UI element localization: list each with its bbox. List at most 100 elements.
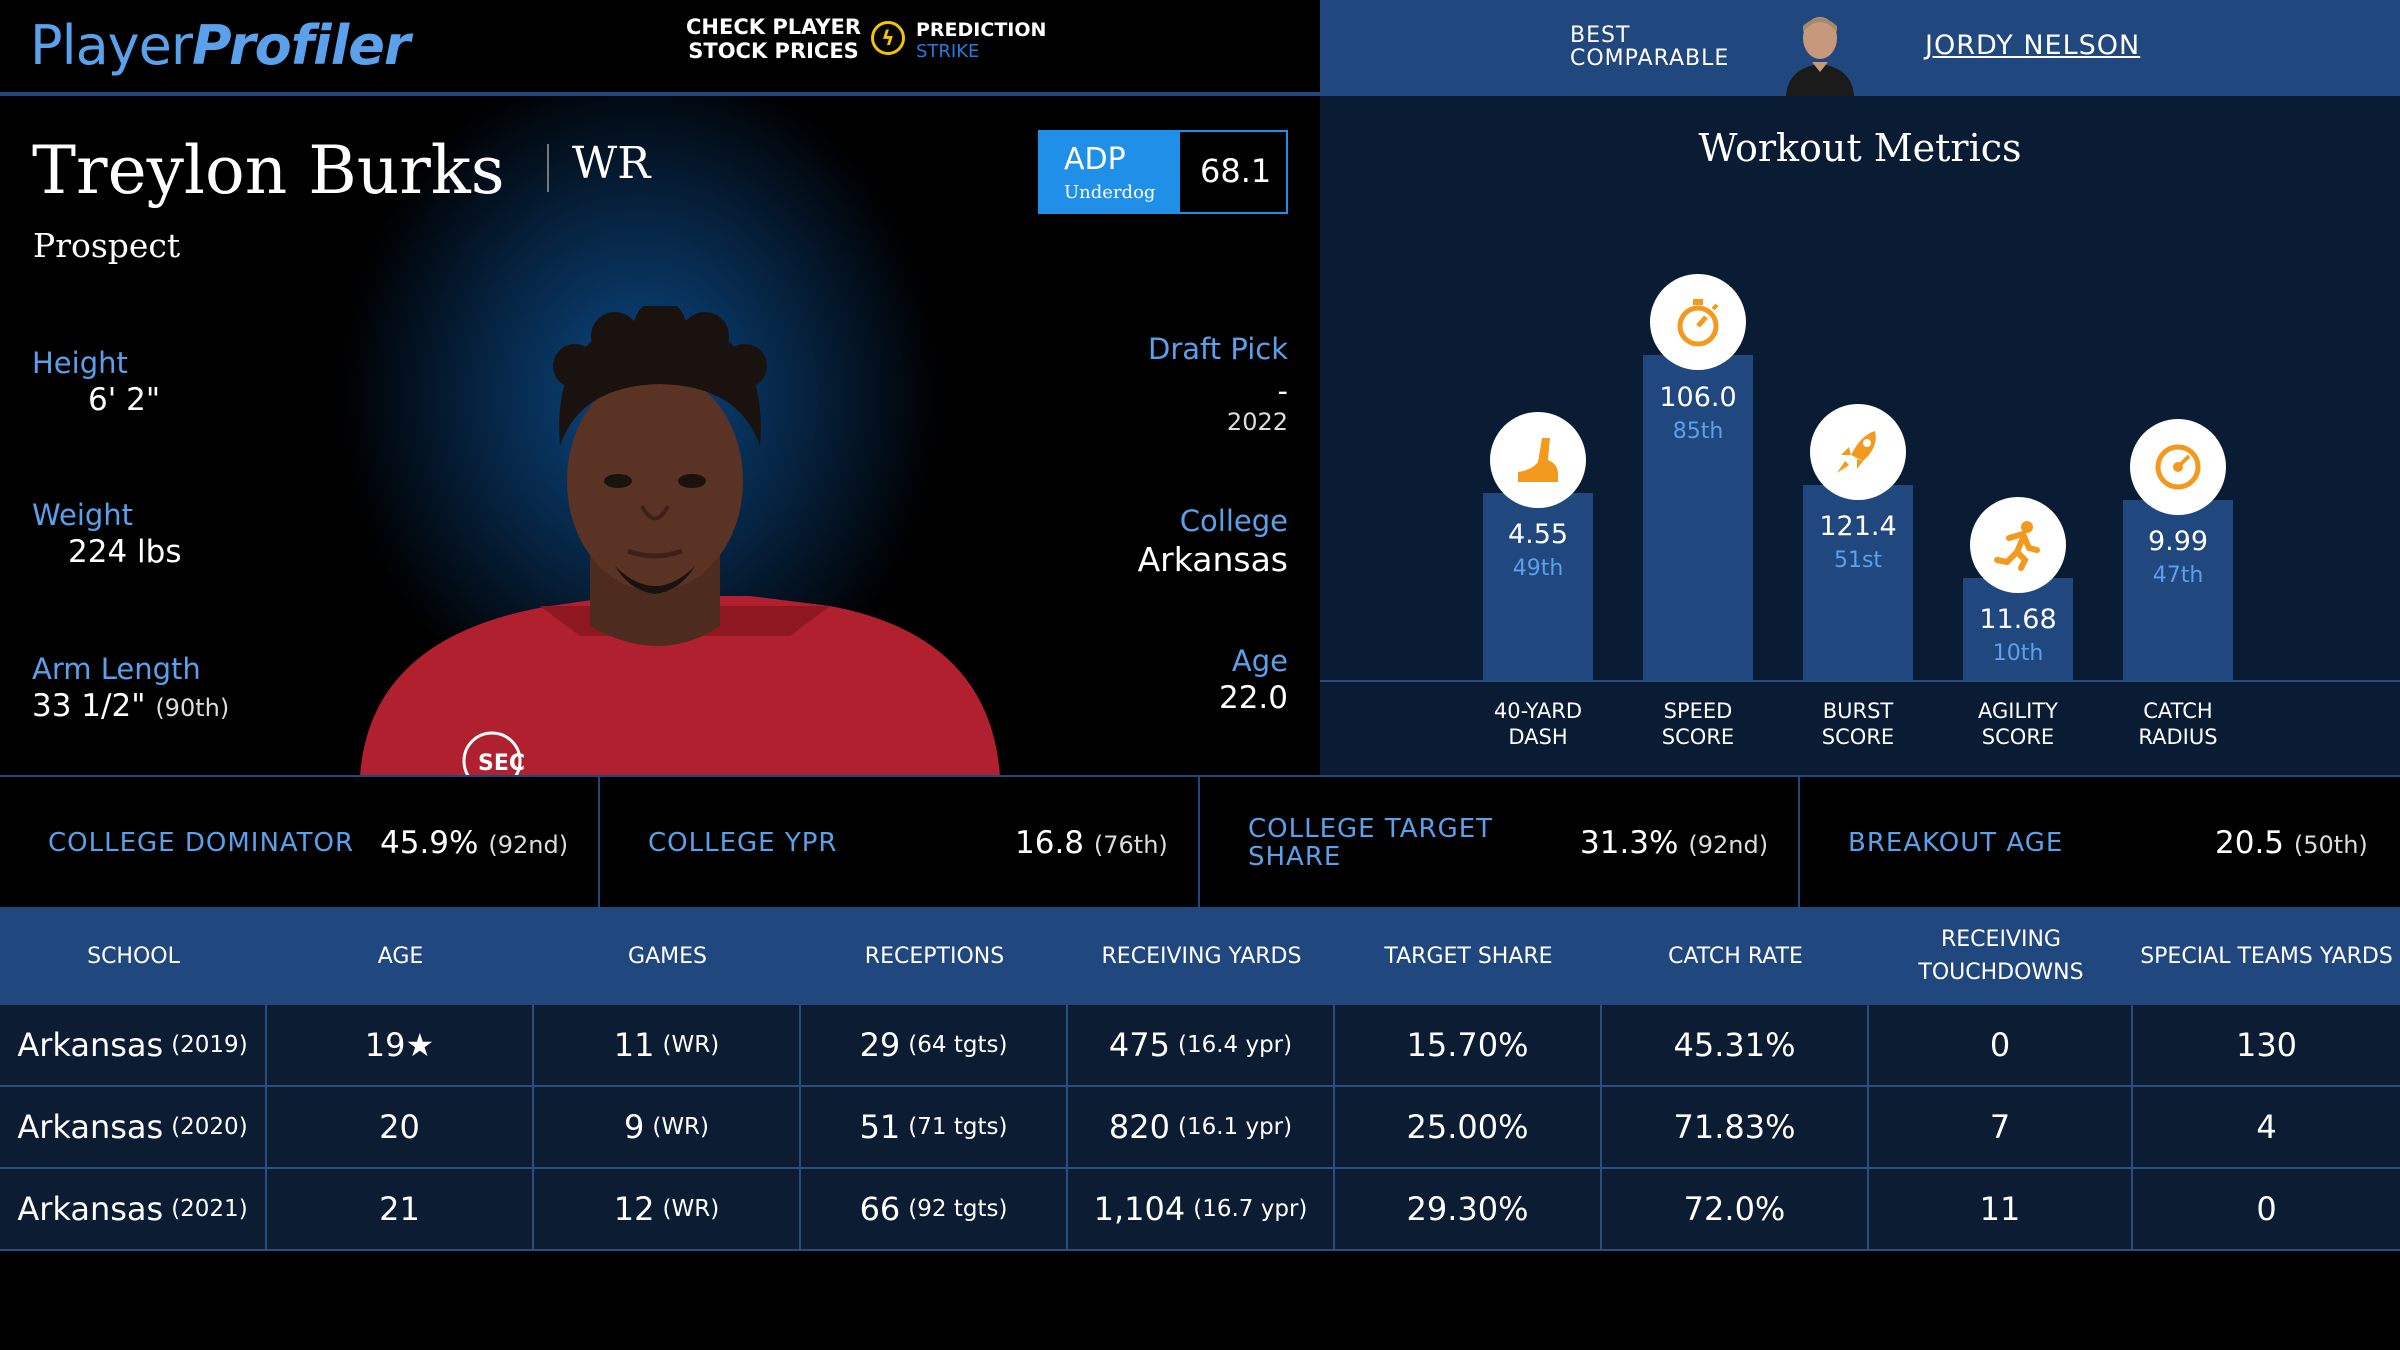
cell-receiving-yards: 820 (16.1 ypr) xyxy=(1068,1087,1335,1167)
table-header-age: AGE xyxy=(377,943,424,969)
cell-catch-rate-value: 72.0% xyxy=(1683,1190,1786,1228)
cell-school: Arkansas (2021) xyxy=(0,1169,267,1249)
player-headshot: SEC xyxy=(360,306,1000,791)
cell-receiving-touchdowns: 0 xyxy=(1869,1005,2133,1085)
metric-college-ypr-label: COLLEGE YPR xyxy=(648,828,838,858)
workout-value-speed-score: 106.0 xyxy=(1659,382,1737,413)
cell-age-value: 20 xyxy=(379,1108,420,1146)
cell-receptions-value: 66 xyxy=(859,1190,901,1228)
workout-percentile-speed-score: 85th xyxy=(1672,419,1724,444)
table-header-receiving-touchdowns-line2: TOUCHDOWNS xyxy=(1918,960,2084,985)
metric-breakout-age-percentile: (50th) xyxy=(2293,831,2368,859)
table-header-catch-rate: CATCH RATE xyxy=(1668,943,1803,969)
cell-school-detail: (2021) xyxy=(171,1196,248,1222)
cell-target-share: 29.30% xyxy=(1335,1169,1602,1249)
promo-brand-line2: STRIKE xyxy=(916,41,980,62)
cell-receiving-yards-value: 1,104 xyxy=(1093,1190,1186,1228)
metric-breakout-age: BREAKOUT AGE 20.5 (50th) xyxy=(1800,777,2400,909)
table-header-receiving-touchdowns-line1: RECEIVING xyxy=(1941,927,2061,952)
cell-games-detail: (WR) xyxy=(662,1196,720,1222)
workout-metrics-title: Workout Metrics xyxy=(1698,126,2022,170)
player-name: Treylon Burks xyxy=(32,132,505,209)
cell-receiving-touchdowns-value: 7 xyxy=(1989,1108,2011,1146)
draft-year: 2022 xyxy=(1226,408,1288,436)
college-value: Arkansas xyxy=(1137,540,1288,579)
draft-pick-label: Draft Pick xyxy=(1148,332,1288,366)
prediction-strike-promo[interactable]: CHECK PLAYER STOCK PRICES ϟ PREDICTION S… xyxy=(686,15,1046,75)
metric-college-dominator-value: 45.9% (92nd) xyxy=(380,825,568,861)
arm-length-label: Arm Length xyxy=(32,652,201,686)
cell-receptions: 51 (71 tgts) xyxy=(801,1087,1068,1167)
cell-school-detail: (2019) xyxy=(171,1032,248,1058)
workout-label-speed-score: SPEED SCORE xyxy=(1618,698,1778,750)
cell-special-teams-yards-value: 0 xyxy=(2256,1190,2277,1228)
cell-school-detail: (2020) xyxy=(171,1114,248,1140)
cell-age-value: 19★ xyxy=(364,1026,435,1064)
cell-target-share-value: 15.70% xyxy=(1406,1026,1529,1064)
promo-check-line1: CHECK PLAYER xyxy=(686,15,862,39)
height-value: 6' 2" xyxy=(88,382,161,418)
target-icon xyxy=(2130,419,2226,515)
cell-catch-rate: 45.31% xyxy=(1602,1005,1869,1085)
metric-college-ypr-value: 16.8 (76th) xyxy=(1015,825,1168,861)
metric-college-target-share-percentile: (92nd) xyxy=(1688,831,1769,859)
table-header-receptions: RECEPTIONS xyxy=(864,943,1005,969)
best-comparable-banner: BEST COMPARABLE JORDY NELSON xyxy=(1320,0,2400,96)
adp-badge[interactable]: ADP Underdog 68.1 xyxy=(1038,130,1288,214)
workout-value-agility-score: 11.68 xyxy=(1979,604,2057,635)
cell-games: 9 (WR) xyxy=(534,1087,801,1167)
workout-label-speed-score-line1: SPEED xyxy=(1663,699,1733,723)
player-hero: Treylon Burks WR Prospect ADP Underdog 6… xyxy=(0,92,1320,791)
cell-receiving-yards-detail: (16.1 ypr) xyxy=(1177,1114,1293,1140)
cell-games-value: 11 xyxy=(613,1026,655,1064)
cell-receiving-yards-value: 820 xyxy=(1108,1108,1170,1146)
workout-label-agility-score: AGILITY SCORE xyxy=(1938,698,2098,750)
cell-target-share-value: 25.00% xyxy=(1406,1108,1529,1146)
promo-check-line2: STOCK PRICES xyxy=(688,39,859,63)
cell-receiving-yards: 1,104 (16.7 ypr) xyxy=(1068,1169,1335,1249)
workout-value-40-yard-dash: 4.55 xyxy=(1507,519,1569,550)
cell-catch-rate-value: 71.83% xyxy=(1673,1108,1796,1146)
workout-bar-catch-radius xyxy=(2123,500,2233,680)
shoe-icon xyxy=(1490,412,1586,508)
metric-college-dominator: COLLEGE DOMINATOR 45.9% (92nd) xyxy=(0,777,600,909)
comparable-player-photo xyxy=(1786,17,1854,96)
cell-age: 21 xyxy=(267,1169,534,1249)
table-row: Arkansas (2020) 20 9 (WR) 51 (71 tgts) 820 (16.1… xyxy=(0,1087,2400,1169)
cell-receptions-detail: (92 tgts) xyxy=(908,1196,1008,1222)
cell-receiving-yards-value: 475 xyxy=(1108,1026,1170,1064)
player-status: Prospect xyxy=(33,226,181,265)
cell-school: Arkansas (2019) xyxy=(0,1005,267,1085)
name-divider xyxy=(547,144,549,192)
cell-receiving-yards-detail: (16.7 ypr) xyxy=(1193,1196,1308,1222)
table-header-receiving-yards: RECEIVING YARDS xyxy=(1101,943,1302,969)
cell-age: 20 xyxy=(267,1087,534,1167)
cell-age: 19★ xyxy=(267,1005,534,1085)
height-label: Height xyxy=(32,346,128,380)
cell-target-share: 25.00% xyxy=(1335,1087,1602,1167)
adp-label: ADP xyxy=(1064,142,1126,177)
college-metrics-strip: COLLEGE DOMINATOR 45.9% (92nd) COLLEGE Y… xyxy=(0,775,2400,909)
workout-label-catch-radius: CATCH RADIUS xyxy=(2098,698,2258,750)
cell-receptions-detail: (71 tgts) xyxy=(908,1114,1008,1140)
cell-special-teams-yards-value: 4 xyxy=(2256,1108,2277,1146)
cell-school-value: Arkansas xyxy=(17,1026,164,1064)
cell-games-detail: (WR) xyxy=(652,1114,710,1140)
best-comparable-player-link[interactable]: JORDY NELSON xyxy=(1925,30,2141,61)
cell-catch-rate: 72.0% xyxy=(1602,1169,1869,1249)
cell-target-share-value: 29.30% xyxy=(1406,1190,1529,1228)
cell-special-teams-yards: 130 xyxy=(2133,1005,2400,1085)
site-logo[interactable]: PlayerProfiler xyxy=(30,14,410,77)
cell-catch-rate: 71.83% xyxy=(1602,1087,1869,1167)
table-row: Arkansas (2021) 21 12 (WR) 66 (92 tgts) 1,104 (1… xyxy=(0,1169,2400,1251)
metric-college-ypr-number: 16.8 xyxy=(1015,825,1085,861)
table-header-row: SCHOOL AGE GAMES RECEPTIONS RECEIVING YA… xyxy=(0,907,2400,1005)
cell-receptions-value: 29 xyxy=(859,1026,901,1064)
metric-college-target-share-label-line1: COLLEGE TARGET xyxy=(1248,814,1494,844)
arm-length-value: 33 1/2" (90th) xyxy=(32,688,229,724)
metric-breakout-age-value: 20.5 (50th) xyxy=(2215,825,2368,861)
workout-label-burst-score-line2: SCORE xyxy=(1821,725,1895,749)
cell-receiving-yards: 475 (16.4 ypr) xyxy=(1068,1005,1335,1085)
workout-bar-burst-score xyxy=(1803,485,1913,680)
arm-length-number: 33 1/2" xyxy=(32,688,146,724)
